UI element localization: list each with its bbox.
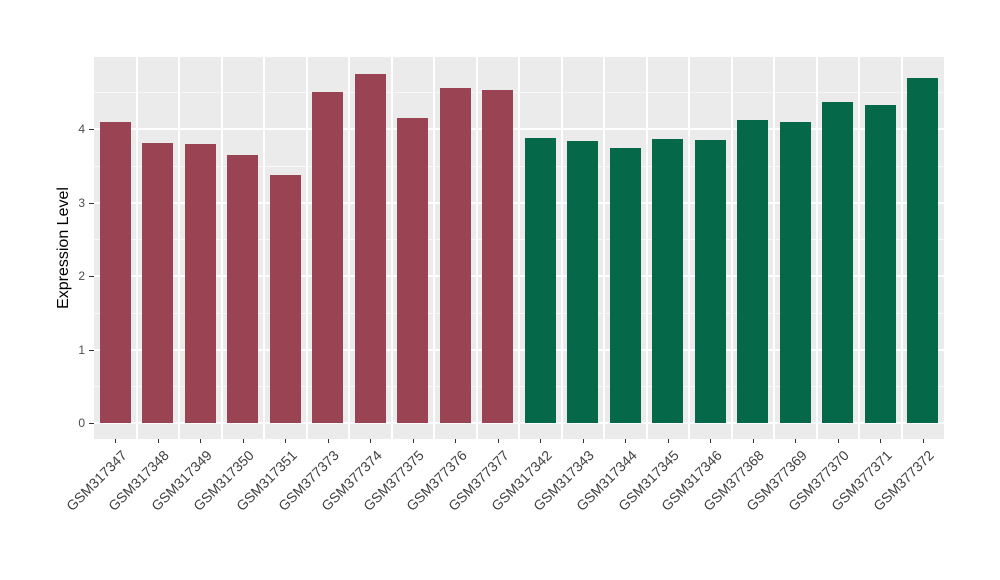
bar	[737, 120, 769, 423]
bar	[567, 140, 599, 423]
bar	[312, 91, 344, 423]
x-axis-tick	[497, 439, 499, 443]
y-tick-label: 4	[78, 122, 85, 136]
vertical-gridline	[645, 57, 648, 439]
vertical-gridline	[433, 57, 435, 439]
vertical-gridline	[178, 57, 180, 439]
y-tick-label: 1	[78, 342, 85, 357]
x-axis-tick	[625, 439, 627, 443]
vertical-gridline	[475, 57, 478, 439]
vertical-gridline	[390, 57, 393, 439]
y-axis-tick	[89, 129, 94, 130]
bar	[99, 121, 131, 423]
bar	[142, 142, 174, 423]
vertical-gridline	[603, 57, 605, 439]
x-axis-tick	[115, 439, 117, 443]
vertical-gridline	[305, 57, 308, 439]
x-axis-tick	[157, 439, 159, 443]
bar	[907, 77, 939, 423]
x-axis-tick	[412, 439, 414, 443]
x-axis-tick	[200, 439, 202, 443]
x-axis-tick	[710, 439, 712, 443]
x-axis-tick	[582, 439, 584, 443]
y-tick-label: 0	[78, 416, 85, 430]
vertical-gridline	[135, 57, 138, 439]
vertical-gridline	[730, 57, 733, 439]
bar	[227, 155, 259, 423]
vertical-gridline	[815, 57, 818, 439]
x-axis-tick	[752, 439, 754, 443]
vertical-gridline	[518, 57, 520, 439]
vertical-gridline	[560, 57, 563, 439]
y-axis-tick	[89, 423, 94, 424]
bar	[184, 143, 216, 423]
y-axis-tick	[89, 202, 94, 204]
y-axis-tick	[89, 276, 94, 277]
vertical-gridline	[220, 57, 223, 439]
bar	[482, 90, 514, 423]
bar	[524, 137, 556, 423]
vertical-gridline	[858, 57, 860, 439]
plot-panel	[94, 57, 944, 439]
bar	[609, 148, 641, 423]
x-axis-tick	[667, 439, 669, 443]
x-axis-tick	[922, 439, 924, 443]
vertical-gridline	[263, 57, 265, 439]
x-axis-tick	[285, 439, 287, 443]
x-axis-tick	[455, 439, 457, 443]
vertical-gridline	[773, 57, 775, 439]
y-tick-label: 2	[78, 269, 85, 283]
bar	[694, 140, 726, 423]
vertical-gridline	[688, 57, 690, 439]
vertical-gridline	[348, 57, 350, 439]
x-axis-tick	[242, 439, 244, 443]
x-axis-tick	[370, 439, 372, 443]
y-tick-label: 3	[78, 195, 85, 210]
x-axis-tick	[327, 439, 329, 443]
x-axis-tick	[880, 439, 882, 443]
bar	[439, 87, 471, 423]
bar	[779, 121, 811, 423]
bar	[822, 101, 854, 423]
bar	[652, 139, 684, 423]
y-axis-tick	[89, 349, 94, 351]
x-axis-tick	[795, 439, 797, 443]
bar	[269, 174, 301, 423]
x-axis-tick	[837, 439, 839, 443]
bar	[354, 73, 386, 423]
bar	[397, 117, 429, 423]
vertical-gridline	[900, 57, 903, 439]
x-axis-tick	[540, 439, 542, 443]
bar	[864, 104, 896, 423]
